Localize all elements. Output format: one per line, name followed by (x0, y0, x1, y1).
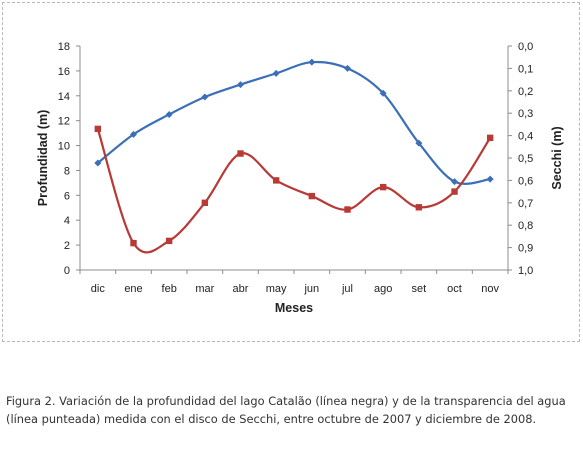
left-tick-label: 2 (64, 240, 70, 252)
x-tick-label: oct (447, 283, 462, 295)
left-tick-label: 4 (64, 215, 70, 227)
right-tick-label: 0,3 (518, 108, 533, 120)
depth-point (130, 130, 137, 138)
left-tick-label: 18 (58, 41, 70, 53)
x-tick-label: mar (195, 283, 214, 295)
x-tick-label: ene (124, 283, 142, 295)
depth-secchi-chart: 0 2 4 6 8 10 12 14 16 18 0,0 0,1 0,2 0,3 0,4 0,5 0,6 0,7… (36, 41, 564, 315)
series-line-depth (97, 60, 491, 185)
right-tick-label: 0,5 (518, 153, 533, 165)
depth-point (344, 64, 351, 72)
depth-point (415, 139, 423, 147)
series-layer (94, 58, 494, 254)
depth-point (237, 81, 244, 89)
secchi-point (379, 183, 387, 191)
depth-point (379, 89, 387, 97)
x-tick-label: nov (481, 283, 499, 295)
left-tick-label: 16 (58, 66, 70, 78)
x-axis-title: Meses (275, 301, 313, 315)
x-tick-label: jun (303, 283, 319, 295)
depth-point (201, 93, 209, 101)
depth-point (272, 69, 280, 77)
depth-point (94, 159, 102, 167)
left-tick-label: 12 (58, 116, 70, 128)
right-tick-label: 0,0 (518, 41, 533, 53)
x-tick-label: set (411, 283, 426, 295)
depth-point (308, 58, 316, 66)
series-line-secchi (96, 128, 492, 254)
right-tick-label: 0,7 (518, 198, 533, 210)
left-tick-label: 10 (58, 141, 70, 153)
left-tick-label: 6 (64, 190, 70, 202)
depth-point (486, 175, 494, 183)
secchi-point (130, 239, 137, 247)
x-tick-label: jul (341, 283, 353, 295)
secchi-point (165, 237, 173, 245)
secchi-point (201, 199, 209, 206)
chart-frame (2, 2, 580, 342)
secchi-point (344, 206, 351, 213)
right-tick-label: 0,2 (518, 86, 533, 98)
secchi-point (94, 125, 102, 133)
left-y-axis-title: Profundidad (m) (36, 110, 50, 207)
right-tick-label: 0,9 (518, 243, 533, 255)
left-tick-label: 0 (64, 265, 70, 277)
left-y-ticks: 0 2 4 6 8 10 12 14 16 18 (58, 41, 80, 277)
figure-caption: Figura 2. Variación de la profundidad de… (6, 394, 566, 426)
left-tick-label: 8 (64, 165, 70, 177)
axes (79, 46, 509, 271)
depth-point (451, 178, 458, 186)
secchi-point (451, 188, 458, 195)
x-tick-label: abr (233, 283, 249, 295)
right-y-axis-title: Secchi (m) (550, 126, 564, 189)
right-tick-label: 0,4 (518, 131, 533, 143)
x-ticks: dic ene feb mar abr may jun jul ago set oct nov (79, 270, 509, 295)
left-tick-label: 14 (58, 91, 70, 103)
secchi-point (486, 134, 494, 142)
x-tick-label: dic (91, 283, 106, 295)
secchi-point (415, 204, 423, 211)
secchi-point (308, 192, 316, 200)
depth-point (165, 110, 173, 118)
secchi-point (237, 150, 244, 157)
right-tick-label: 0,8 (518, 220, 533, 232)
x-tick-label: feb (162, 283, 177, 295)
right-tick-label: 1,0 (518, 265, 533, 277)
right-tick-label: 0,1 (518, 63, 533, 75)
right-tick-label: 0,6 (518, 175, 533, 187)
right-y-ticks: 0,0 0,1 0,2 0,3 0,4 0,5 0,6 0,7 0,8 0,9 1,0 (508, 41, 533, 277)
x-tick-label: ago (374, 283, 392, 295)
secchi-point (272, 177, 280, 184)
x-tick-label: may (266, 283, 287, 295)
